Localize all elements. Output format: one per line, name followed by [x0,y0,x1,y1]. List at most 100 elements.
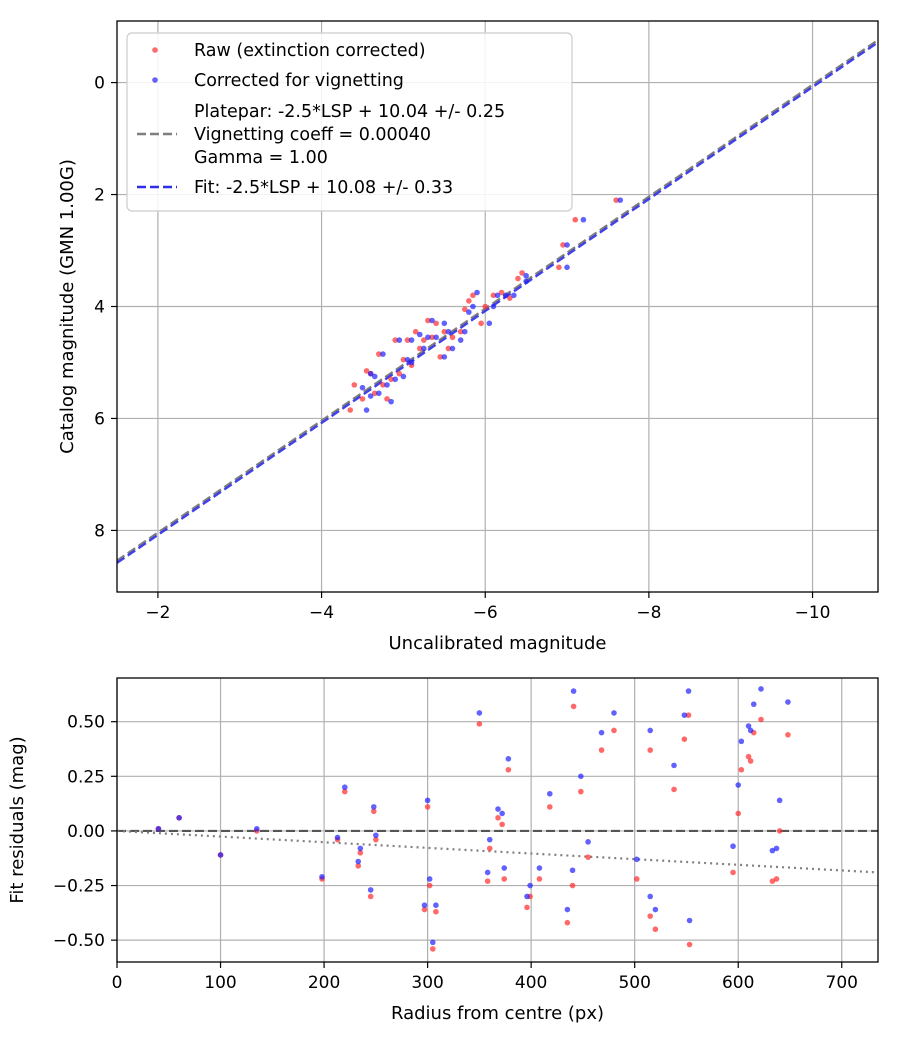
raw-point [647,747,654,753]
raw-point [633,876,640,882]
x-tick-label: 100 [204,973,236,993]
corrected-point [433,902,439,908]
corrected-point [495,806,501,812]
corrected-point [217,852,224,858]
raw-point [671,786,677,793]
raw-point [370,808,377,815]
corrected-point [647,893,654,900]
corrected-point [524,893,530,900]
raw-point [363,368,370,374]
corrected-point [421,902,428,908]
raw-point [437,354,444,360]
raw-point [730,869,736,876]
corrected-point [445,328,452,335]
corrected-point [785,699,791,705]
vignetting-trend-line [117,829,878,874]
corrected-point [617,197,624,203]
corrected-point [357,845,364,852]
corrected-point [319,874,325,880]
corrected-point [523,272,529,279]
raw-point [388,376,394,383]
x-tick-label: −6 [473,603,498,623]
corrected-point [564,906,571,913]
residuals-plot: 0 100 200 300 400 500 600 700 0.50 0.25 0.00 −0.25 −… [7,677,879,1024]
raw-point [461,306,468,313]
plot-area [117,39,878,564]
corrected-point [363,407,370,413]
y-tick-label: 4 [94,298,105,318]
corrected-point [769,847,776,854]
raw-point [570,703,577,710]
corrected-point [408,337,415,343]
corrected-point [564,242,570,248]
corrected-point [484,869,491,876]
raw-point [347,407,354,413]
legend: Raw (extinction corrected) Corrected for … [126,32,573,212]
corrected-point [367,393,374,399]
y-tick-label: 0.25 [67,767,105,787]
corrected-point [470,303,476,310]
raw-point [611,727,617,734]
corrected-point [745,723,752,729]
corrected-point [461,328,468,335]
raw-point [501,876,508,882]
corrected-point [449,345,456,352]
corrected-point [425,334,431,341]
raw-point [745,753,752,760]
raw-point [506,295,513,301]
raw-point [429,334,435,341]
corrected-point [486,320,493,327]
raw-point [380,382,386,388]
corrected-point [367,887,374,893]
fit-legend-label: Fit: -2.5*LSP + 10.08 +/- 0.33 [194,178,453,198]
corrected-point [523,278,529,285]
corrected-point [416,331,423,338]
raw-point [470,292,476,299]
raw-point [445,345,452,352]
raw-point [466,298,472,304]
raw-point [376,351,382,357]
raw-point [495,815,501,821]
raw-point [769,878,776,884]
raw-point [392,337,399,343]
raw-point [569,882,576,889]
raw-point [499,821,505,828]
corrected-point [681,712,688,718]
corrected-point [511,292,517,299]
y-tick-label: 2 [94,186,105,206]
corrected-point [686,917,693,924]
plot-area [117,686,878,952]
raw-point [515,275,521,282]
raw-point [652,926,659,933]
corrected-point [580,216,587,223]
raw-point [572,216,579,223]
raw-point [425,317,431,324]
raw-point [478,320,484,327]
axes-frame [116,677,879,963]
raw-point [424,804,431,810]
corrected-point [730,843,736,850]
raw-point [421,906,428,913]
corrected-point [747,727,754,734]
raw-point [519,270,525,276]
corrected-point [611,710,617,716]
raw-point [373,836,379,843]
corrected-point [371,373,378,380]
raw-point [355,863,362,869]
corrected-point [527,882,533,889]
raw-point [433,320,439,327]
corrected-legend-label: Corrected for vignetting [194,71,404,91]
corrected-point [370,804,377,810]
x-tick-label: 600 [722,973,754,993]
platepar-legend-label: Vignetting coeff = 0.00040 [194,125,431,145]
corrected-point [735,782,742,788]
raw-point [341,788,348,795]
raw-point [613,197,619,203]
raw-point [758,716,764,723]
y-tick-label: 0 [94,74,105,94]
corrected-point [359,384,366,391]
raw-point [735,810,742,817]
x-tick-label: 700 [826,973,858,993]
raw-point [416,345,423,352]
raw-point [560,242,566,248]
